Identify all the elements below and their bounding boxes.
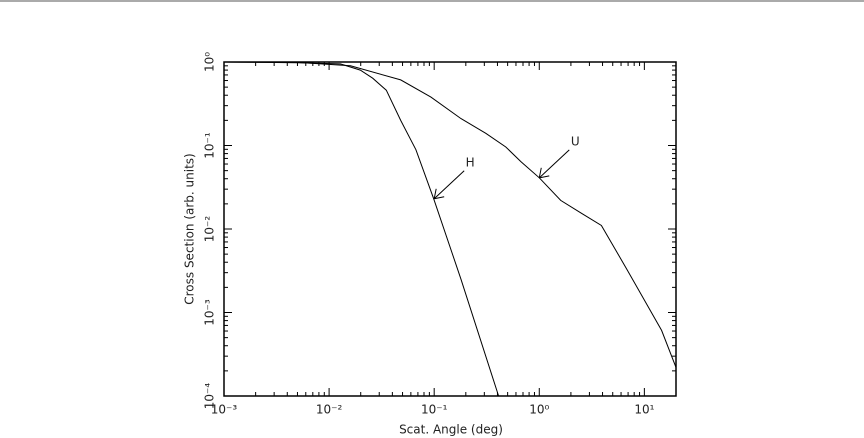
x-tick-label: 10⁰ — [529, 403, 549, 417]
x-tick-label: 10⁻¹ — [421, 403, 448, 417]
annotation-arrow — [538, 149, 570, 179]
annotation-arrow — [433, 170, 465, 200]
annotation-label: U — [571, 134, 580, 148]
y-tick-label: 10⁻³ — [203, 299, 217, 326]
arrow-head — [538, 167, 550, 179]
y-tick-label: 10⁻² — [203, 216, 217, 243]
x-tick-label: 10⁻² — [316, 403, 343, 417]
y-tick-label: 10⁻¹ — [203, 132, 217, 159]
y-tick-label: 10⁰ — [203, 52, 217, 72]
y-tick-label: 10⁻⁴ — [203, 383, 217, 410]
y-axis-label: Cross Section (arb. units) — [183, 153, 197, 305]
x-axis-label: Scat. Angle (deg) — [399, 423, 503, 437]
series-line — [223, 61, 677, 368]
x-tick-label: 10⁻³ — [211, 403, 238, 417]
annotation-label: H — [466, 155, 475, 169]
x-tick-label: 10¹ — [634, 403, 654, 417]
plot-frame — [223, 61, 677, 397]
arrow-head — [433, 188, 445, 200]
series-line — [223, 61, 500, 397]
